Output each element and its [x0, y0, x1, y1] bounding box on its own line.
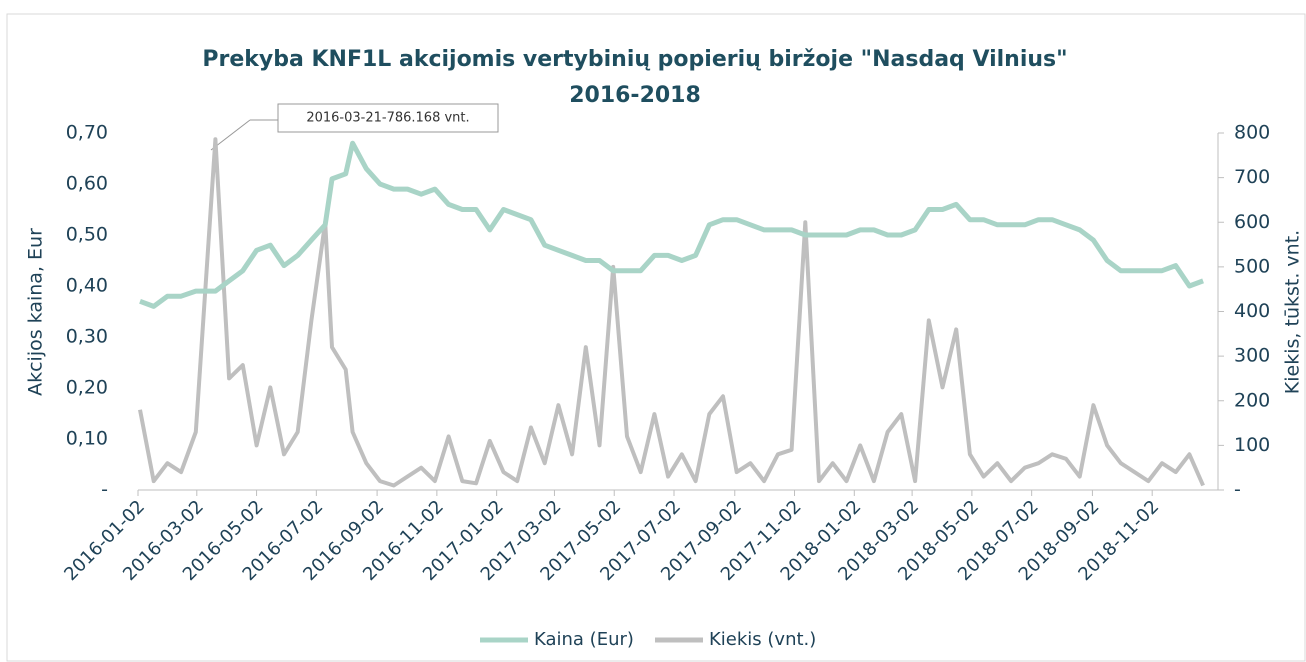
y2-tick-label: 500	[1234, 255, 1270, 277]
y-tick-label: 0,20	[66, 377, 108, 399]
y2-tick-label: 600	[1234, 211, 1270, 233]
y2-tick-label: 700	[1234, 166, 1270, 188]
series-line	[139, 140, 1204, 309]
legend-label: Kiekis (vnt.)	[709, 629, 816, 650]
y-tick-label: 0,50	[66, 224, 108, 246]
y-tick-label: 0,30	[66, 326, 108, 348]
y2-tick-label: 300	[1234, 345, 1270, 367]
y-tick-label: 0,40	[66, 275, 108, 297]
y-tick-label: 0,70	[66, 122, 108, 144]
y-tick-label: 0,60	[66, 173, 108, 195]
y2-tick-label: 800	[1234, 122, 1270, 144]
y-tick-label: -	[101, 479, 108, 501]
legend-label: Kaina (Eur)	[534, 629, 634, 650]
y-axis-label: Akcijos kaina, Eur	[25, 228, 47, 396]
y2-tick-label: 100	[1234, 434, 1270, 456]
chart-subtitle: 2016-2018	[569, 83, 701, 108]
annotation-box	[277, 103, 499, 133]
y2-tick-label: -	[1234, 479, 1241, 501]
annotation: 2016-03-21-786.168 vnt.	[306, 111, 469, 126]
chart-title: Prekyba KNF1L akcijomis vertybinių popie…	[202, 47, 1067, 72]
y2-tick-label: 400	[1234, 300, 1270, 322]
y2-tick-label: 200	[1234, 389, 1270, 411]
chart-frame	[6, 13, 1306, 662]
y2-axis-label: Kiekis, tūkst. vnt.	[1282, 230, 1304, 394]
y-tick-label: 0,10	[66, 428, 108, 450]
